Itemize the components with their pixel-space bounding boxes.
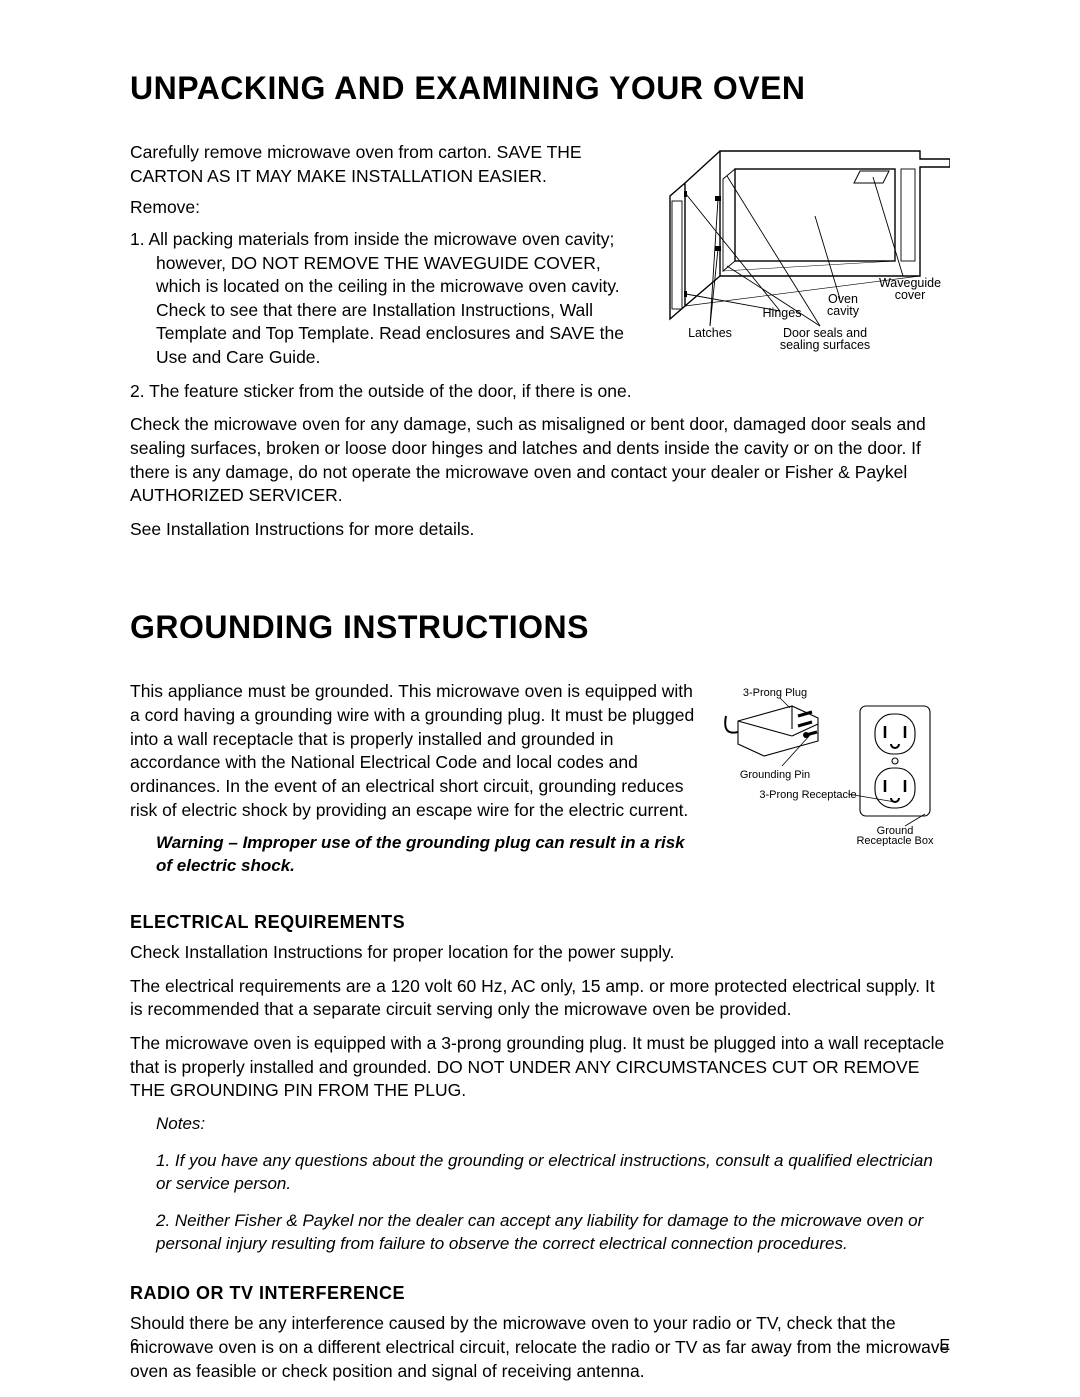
- label-box-2: Receptacle Box: [856, 835, 934, 846]
- label-plug: 3-Prong Plug: [743, 687, 807, 699]
- label-pin: Grounding Pin: [740, 769, 810, 781]
- page-footer: 6 E: [130, 1337, 950, 1355]
- note-2: 2. Neither Fisher & Paykel nor the deale…: [156, 1210, 950, 1256]
- electrical-heading: ELECTRICAL REQUIREMENTS: [130, 912, 950, 933]
- label-receptacle: 3-Prong Receptacle: [759, 789, 856, 801]
- label-oven-2: cavity: [827, 304, 860, 318]
- electrical-p2: The electrical requirements are a 120 vo…: [130, 975, 950, 1022]
- plug-diagram-svg: 3-Prong Plug Grounding Pin 3-Prong Recep…: [720, 686, 950, 846]
- oven-diagram: Waveguide cover Oven cavity Hinges Latch…: [665, 141, 950, 361]
- oven-diagram-svg: Waveguide cover Oven cavity Hinges Latch…: [665, 141, 950, 361]
- page-number: 6: [130, 1337, 139, 1355]
- step-1: 1. All packing materials from inside the…: [130, 228, 645, 370]
- section1-row: Carefully remove microwave oven from car…: [130, 141, 950, 413]
- section1-p1: Carefully remove microwave oven from car…: [130, 141, 645, 188]
- section1-p3: See Installation Instructions for more d…: [130, 518, 950, 542]
- section1-text: Carefully remove microwave oven from car…: [130, 141, 645, 413]
- page: UNPACKING AND EXAMINING YOUR OVEN Carefu…: [0, 0, 1080, 1397]
- section2-p1: This appliance must be grounded. This mi…: [130, 680, 702, 822]
- section2-title: GROUNDING INSTRUCTIONS: [130, 609, 950, 646]
- label-latches: Latches: [688, 326, 732, 340]
- radio-heading: RADIO OR TV INTERFERENCE: [130, 1283, 950, 1304]
- plug-diagram: 3-Prong Plug Grounding Pin 3-Prong Recep…: [720, 686, 950, 851]
- section2-row: This appliance must be grounded. This mi…: [130, 680, 950, 884]
- electrical-p1: Check Installation Instructions for prop…: [130, 941, 950, 965]
- section1-p2: Check the microwave oven for any damage,…: [130, 413, 950, 508]
- section2-text: This appliance must be grounded. This mi…: [130, 680, 702, 884]
- note-1: 1. If you have any questions about the g…: [156, 1150, 950, 1196]
- remove-label: Remove:: [130, 196, 645, 220]
- notes-block: Notes: 1. If you have any questions abou…: [130, 1113, 950, 1256]
- label-doorseals-2: sealing surfaces: [780, 338, 870, 352]
- section1-title: UNPACKING AND EXAMINING YOUR OVEN: [130, 70, 950, 107]
- step-2: 2. The feature sticker from the outside …: [130, 380, 645, 404]
- remove-steps: 1. All packing materials from inside the…: [130, 228, 645, 403]
- label-hinges: Hinges: [763, 306, 802, 320]
- notes-label: Notes:: [156, 1113, 950, 1136]
- electrical-p3: The microwave oven is equipped with a 3-…: [130, 1032, 950, 1103]
- page-edition: E: [939, 1337, 950, 1355]
- label-waveguide-2: cover: [895, 288, 926, 302]
- section2-warning: Warning – Improper use of the grounding …: [130, 832, 702, 878]
